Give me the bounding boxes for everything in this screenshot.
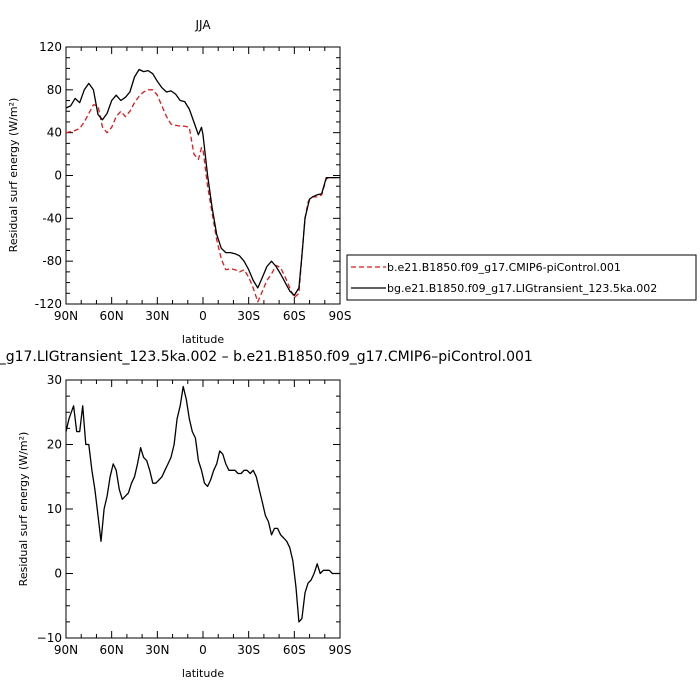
top-ytick-label: -40 [42, 211, 62, 225]
bottom-xtick-label: 90N [54, 643, 78, 657]
bottom-xtick-label: 30S [237, 643, 260, 657]
top-ytick-label: 120 [39, 40, 62, 54]
top-xtick-label: 60N [100, 309, 124, 323]
bottom-xtick-label: 30N [145, 643, 169, 657]
bottom-xtick-label: 60N [100, 643, 124, 657]
bottom-xtick-label: 0 [199, 643, 207, 657]
top-chart-legend: b.e21.B1850.f09_g17.CMIP6-piControl.001 … [346, 254, 697, 301]
bottom-ytick-label: 30 [47, 373, 62, 387]
top-series-line-0 [65, 89, 340, 303]
top-plot-frame [65, 46, 341, 305]
legend-label-picontrol: b.e21.B1850.f09_g17.CMIP6-piControl.001 [387, 261, 621, 274]
bottom-chart: bg.e21.B1850.f09_g17.LIGtransient_123.5k… [0, 349, 533, 680]
top-ytick-label: 40 [47, 126, 62, 140]
legend-box [346, 254, 697, 301]
top-xtick-label: 90S [329, 309, 352, 323]
top-ytick-label: 80 [47, 83, 62, 97]
bottom-plot-frame [65, 379, 341, 639]
top-chart-ylabel: Residual surf energy (W/m²) [7, 98, 20, 253]
bottom-ytick-label: 20 [47, 438, 62, 452]
top-chart-xlabel: latitude [182, 333, 224, 346]
bottom-chart-xlabel: latitude [182, 667, 224, 680]
top-xtick-label: 30S [237, 309, 260, 323]
top-chart: JJA -120 -80 -40 0 40 80 120 90N 60N 30N 0 30S 60S 9… [7, 18, 351, 346]
top-xtick-label: 90N [54, 309, 78, 323]
bottom-series-line-0 [65, 385, 340, 623]
top-xtick-label: 0 [199, 309, 207, 323]
top-xtick-label: 30N [145, 309, 169, 323]
top-xtick-label: 60S [283, 309, 306, 323]
top-series-line-1 [65, 68, 340, 297]
legend-label-ligtransient: bg.e21.B1850.f09_g17.LIGtransient_123.5k… [387, 282, 657, 295]
bottom-ytick-label: −10 [37, 631, 62, 645]
top-ytick-label: -80 [42, 254, 62, 268]
bottom-ytick-label: 10 [47, 502, 62, 516]
bottom-chart-title: bg.e21.B1850.f09_g17.LIGtransient_123.5k… [0, 349, 533, 365]
top-ytick-label: 0 [54, 169, 62, 183]
top-ytick-label: -120 [35, 297, 62, 311]
bottom-xtick-label: 90S [329, 643, 352, 657]
bottom-ytick-label: 0 [54, 567, 62, 581]
bottom-chart-ylabel: Residual surf energy (W/m²) [17, 432, 30, 587]
bottom-xtick-label: 60S [283, 643, 306, 657]
top-chart-title: JJA [194, 18, 211, 32]
